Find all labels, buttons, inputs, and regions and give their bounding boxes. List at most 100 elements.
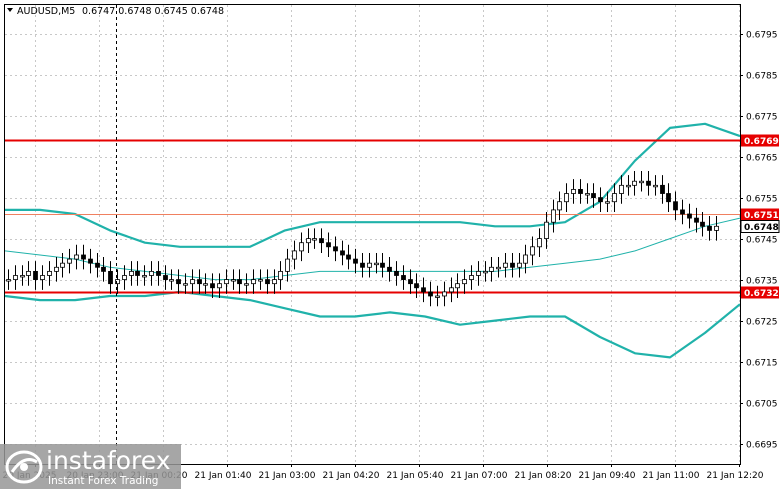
candle-body	[401, 275, 406, 280]
horizontal-levels[interactable]: 0.6769 0.6751 0.6732 0.6748	[5, 134, 780, 300]
candle-body	[510, 262, 515, 268]
candle-body	[496, 266, 501, 270]
y-tick-label: 0.6745	[746, 236, 778, 246]
candle-body	[142, 275, 147, 278]
candle-body	[551, 209, 556, 223]
x-tick-label: 21 Jan 11:00	[643, 471, 700, 481]
candle-body	[272, 279, 277, 285]
candle-body	[462, 279, 467, 285]
candle-body	[326, 242, 331, 248]
candle-body	[353, 258, 358, 264]
x-tick-label: 21 Jan 08:20	[515, 471, 572, 481]
x-tick-label: 21 Jan 12:20	[707, 471, 764, 481]
candle-body	[591, 193, 596, 199]
candle-body	[244, 283, 249, 286]
candle-body	[33, 270, 38, 280]
candle-body	[360, 262, 365, 268]
candle-body	[387, 266, 392, 272]
candle-body	[537, 238, 542, 248]
candle-body	[217, 283, 222, 289]
candle-body	[367, 262, 372, 268]
candle-body	[54, 266, 59, 272]
candle-body	[673, 201, 678, 211]
candle-body	[380, 262, 385, 268]
candle-body	[47, 270, 52, 276]
candle-body	[258, 279, 263, 282]
candle-body	[26, 270, 31, 276]
candle-body	[190, 279, 195, 285]
ohlc-label: 0.6747 0.6748 0.6745 0.6748	[82, 6, 224, 17]
candle-body	[210, 283, 215, 289]
level-price-label: 0.6769	[744, 137, 779, 147]
candle-body	[60, 262, 65, 268]
candle-body	[115, 279, 120, 285]
level-price-tag	[741, 134, 779, 147]
candle-body	[632, 180, 637, 186]
candle-body	[135, 270, 140, 276]
candle-body	[605, 201, 610, 204]
x-tick-label: 21 Jan 04:20	[323, 471, 380, 481]
bollinger-lower-line	[4, 290, 741, 359]
candle-body	[435, 295, 440, 298]
candle-body	[333, 246, 338, 252]
candle-body	[585, 193, 590, 196]
chart-grid	[5, 5, 740, 464]
candle-body	[340, 250, 345, 256]
candle-body	[6, 279, 11, 282]
candle-body	[40, 275, 45, 280]
candle-body	[292, 250, 297, 260]
candle-body	[714, 225, 719, 231]
candle-body	[476, 270, 481, 276]
candle-body	[278, 270, 283, 280]
candlesticks	[6, 170, 719, 307]
candle-body	[442, 291, 447, 297]
candle-body	[700, 221, 705, 227]
candle-body	[707, 225, 712, 231]
candle-body	[483, 270, 488, 274]
candle-body	[408, 279, 413, 285]
candle-body	[203, 283, 208, 286]
candle-body	[523, 254, 528, 264]
candle-body	[653, 184, 658, 188]
candle-body	[108, 270, 113, 285]
candle-body	[183, 283, 188, 286]
level-price-label: 0.6751	[744, 211, 779, 221]
current-price-label: 0.6748	[744, 223, 779, 233]
candle-body	[169, 279, 174, 282]
level-price-tag	[741, 286, 779, 299]
candle-body	[578, 189, 583, 194]
candle-body	[20, 275, 25, 278]
level-price-label: 0.6732	[744, 289, 779, 299]
candle-body	[231, 279, 236, 282]
level-price-tag	[741, 208, 779, 221]
candle-body	[571, 189, 576, 194]
candle-body	[319, 238, 324, 244]
candle-body	[598, 197, 603, 203]
y-tick-label: 0.6735	[746, 277, 778, 287]
candle-body	[101, 266, 106, 272]
candle-body	[81, 254, 86, 260]
price-axis: 0.6795 0.6785 0.6775 0.6765 0.6755 0.6745 0.67…	[740, 31, 778, 451]
candle-body	[88, 258, 93, 264]
candle-body	[544, 221, 549, 239]
y-tick-label: 0.6765	[746, 154, 778, 164]
collapse-arrow-icon[interactable]	[7, 8, 13, 12]
candle-body	[237, 279, 242, 285]
candle-body	[394, 270, 399, 276]
candle-body	[646, 180, 651, 186]
candle-body	[224, 279, 229, 285]
candle-body	[346, 254, 351, 260]
candle-body	[163, 275, 168, 280]
x-tick-label: 21 Jan 01:40	[195, 471, 252, 481]
chart-frame	[4, 4, 741, 465]
bollinger-upper-line	[5, 122, 741, 248]
candle-body	[285, 258, 290, 272]
candle-body	[265, 279, 270, 285]
candle-body	[626, 184, 631, 188]
candle-body	[503, 262, 508, 268]
candle-body	[13, 275, 18, 280]
candle-body	[489, 266, 494, 272]
candle-body	[299, 242, 304, 252]
candle-body	[176, 279, 181, 285]
